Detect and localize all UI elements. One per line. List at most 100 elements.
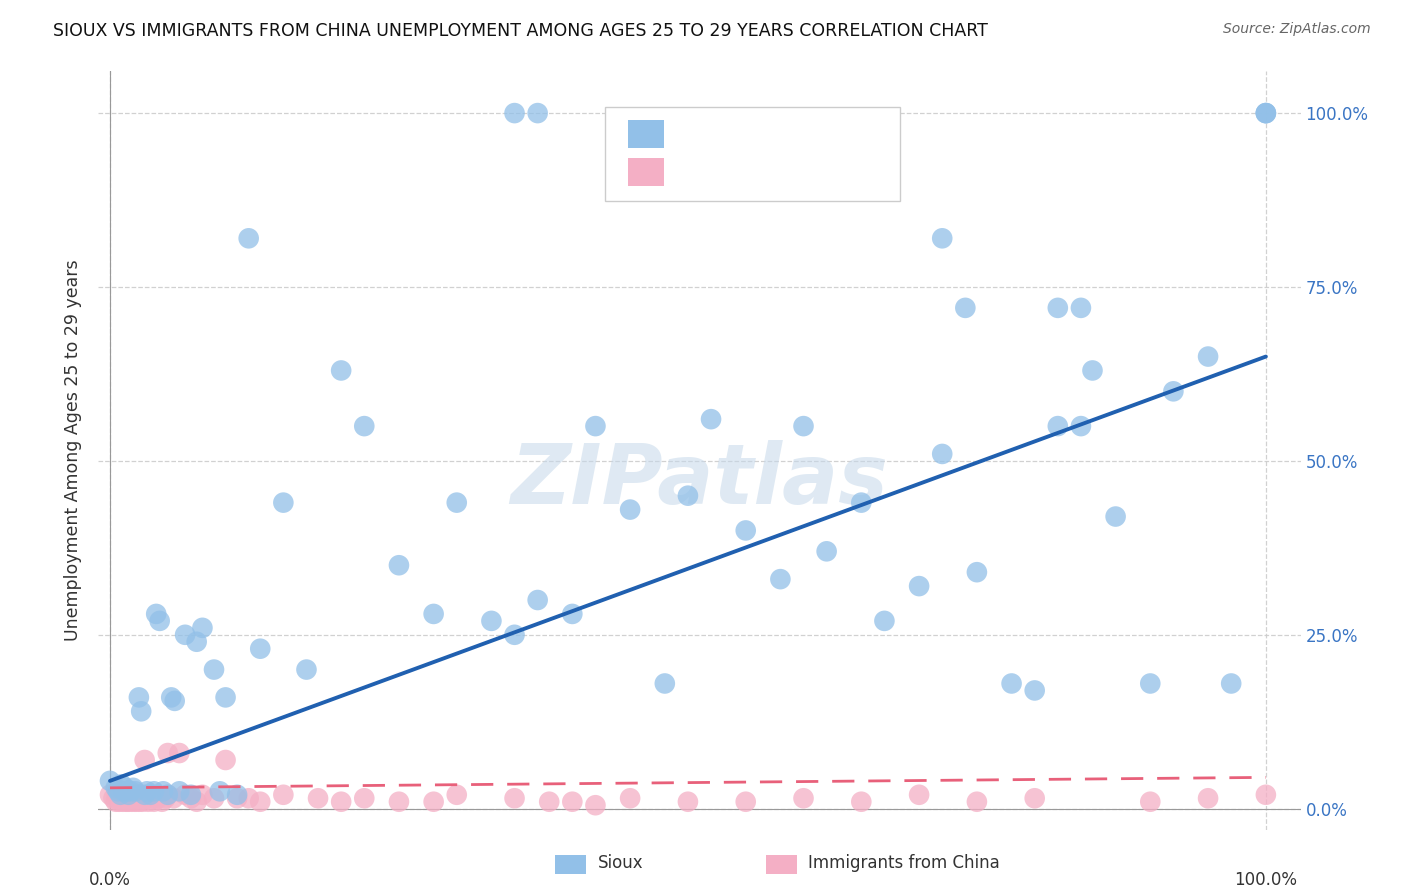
Point (1070, 301, 1092, 315)
Point (273, 495, 295, 509)
Point (815, 544, 838, 558)
Point (134, 753, 156, 767)
Point (121, 795, 143, 809)
Point (186, 634, 208, 648)
Point (503, 791, 526, 805)
Point (955, 301, 977, 315)
Point (131, 795, 153, 809)
Point (422, 795, 444, 809)
Point (619, 502, 641, 516)
Point (619, 791, 641, 805)
Point (908, 579, 931, 593)
Point (1254, 788, 1277, 802)
Point (734, 524, 756, 538)
Text: R = 0.200   N = 72: R = 0.200 N = 72 (673, 162, 858, 182)
Point (150, 795, 173, 809)
Point (104, 780, 127, 795)
Point (851, 495, 873, 509)
Text: SIOUX VS IMMIGRANTS FROM CHINA UNEMPLOYMENT AMONG AGES 25 TO 29 YEARS CORRELATIO: SIOUX VS IMMIGRANTS FROM CHINA UNEMPLOYM… (53, 22, 988, 40)
Point (136, 795, 159, 809)
Point (1104, 509, 1126, 524)
Point (295, 663, 318, 677)
Point (120, 784, 142, 798)
Point (115, 795, 138, 809)
Point (769, 572, 792, 586)
Point (110, 788, 132, 802)
Point (1070, 419, 1092, 434)
Point (103, 791, 125, 805)
Point (1197, 791, 1219, 805)
Point (202, 663, 225, 677)
Point (503, 106, 526, 120)
Point (163, 694, 186, 708)
Point (1197, 350, 1219, 364)
Point (152, 784, 174, 798)
Point (1000, 676, 1022, 690)
Point (148, 791, 170, 805)
Point (1220, 676, 1243, 690)
Point (654, 676, 676, 690)
Point (124, 795, 146, 809)
Point (180, 788, 202, 802)
Point (124, 784, 146, 798)
Point (1139, 795, 1161, 809)
Point (174, 788, 197, 802)
Point (110, 791, 132, 805)
Point (561, 795, 583, 809)
Point (249, 641, 271, 656)
Point (226, 788, 249, 802)
Point (139, 788, 162, 802)
Point (125, 788, 148, 802)
Point (129, 788, 152, 802)
Point (1024, 683, 1046, 698)
Point (388, 558, 411, 573)
Point (118, 791, 141, 805)
Point (1254, 106, 1277, 120)
Point (111, 795, 134, 809)
Point (104, 795, 127, 809)
Point (122, 780, 145, 795)
Point (1046, 419, 1069, 434)
Point (353, 419, 375, 434)
Point (851, 795, 873, 809)
Point (585, 798, 607, 813)
Text: Source: ZipAtlas.com: Source: ZipAtlas.com (1223, 22, 1371, 37)
Point (214, 690, 236, 705)
Point (238, 791, 260, 805)
Point (446, 788, 468, 802)
Point (134, 788, 156, 802)
Text: Immigrants from China: Immigrants from China (808, 854, 1000, 871)
Point (122, 788, 145, 802)
Point (388, 795, 411, 809)
Point (330, 795, 353, 809)
Point (538, 795, 561, 809)
Text: Sioux: Sioux (598, 854, 643, 871)
Point (330, 363, 353, 377)
Point (734, 795, 756, 809)
Point (931, 231, 953, 245)
Point (422, 607, 444, 621)
Point (128, 795, 150, 809)
Text: 0.0%: 0.0% (89, 871, 131, 889)
Point (117, 788, 139, 802)
Point (526, 106, 548, 120)
Point (353, 791, 375, 805)
Point (186, 795, 208, 809)
Point (966, 795, 988, 809)
Point (117, 788, 139, 802)
Point (162, 791, 184, 805)
Point (120, 788, 142, 802)
Point (1254, 106, 1277, 120)
Point (792, 419, 814, 434)
Point (129, 704, 152, 718)
Point (98, 788, 121, 802)
Point (174, 628, 197, 642)
Point (149, 614, 172, 628)
Point (117, 784, 139, 798)
Point (112, 784, 135, 798)
Point (1024, 791, 1046, 805)
Point (873, 614, 896, 628)
Point (481, 614, 503, 628)
Point (110, 777, 132, 791)
Point (191, 621, 214, 635)
